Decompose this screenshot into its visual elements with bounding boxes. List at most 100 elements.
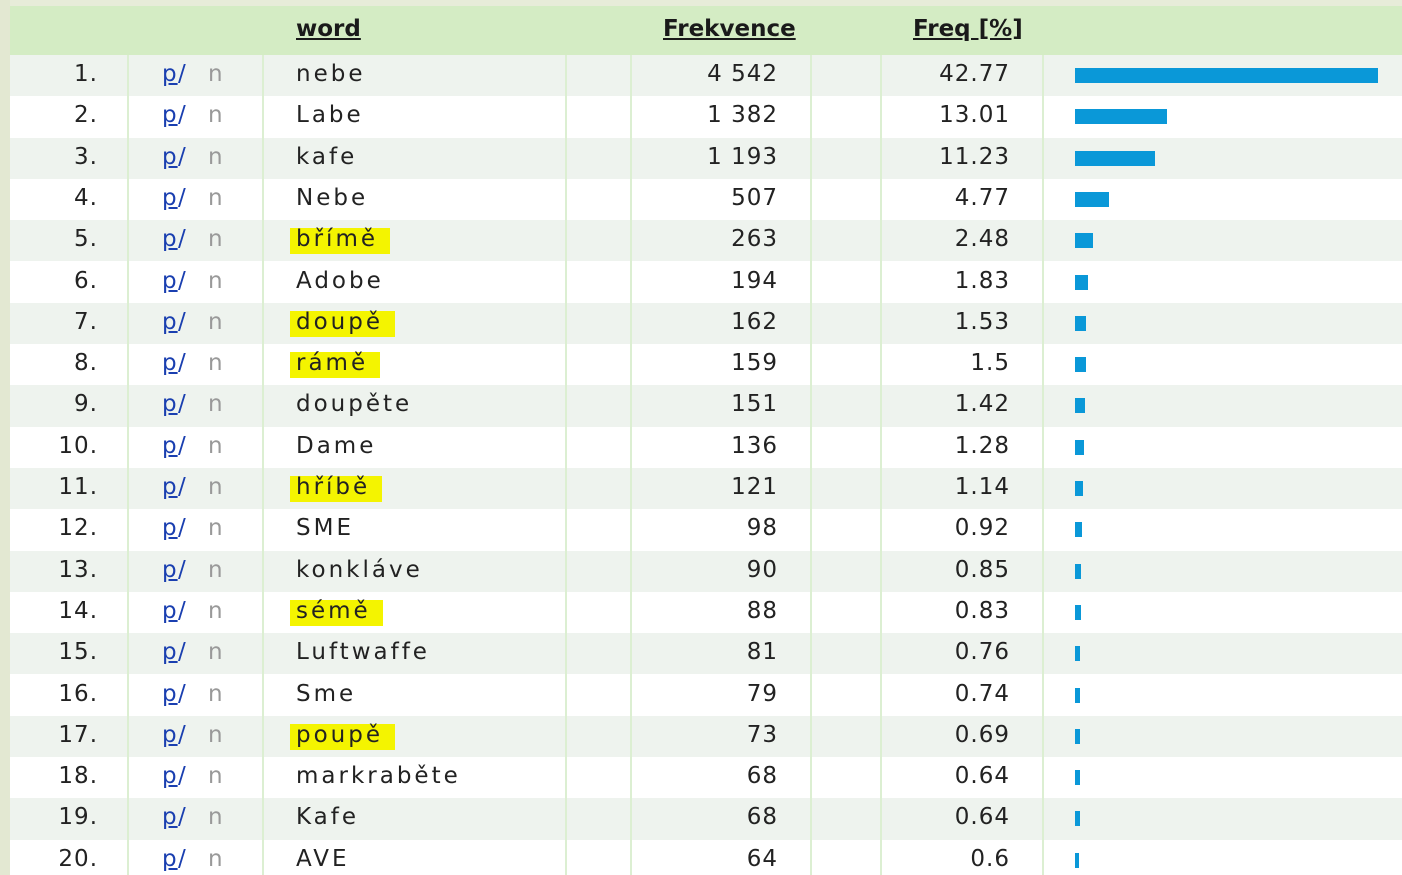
- frequency: 1 193: [707, 143, 778, 170]
- link-p[interactable]: p: [162, 804, 178, 831]
- link-slash: /: [178, 102, 187, 129]
- link-p[interactable]: p: [162, 308, 178, 335]
- link-n[interactable]: n: [208, 721, 224, 748]
- column-header[interactable]: word: [296, 16, 361, 42]
- word: Sme: [296, 680, 357, 707]
- rank: 18.: [58, 763, 98, 790]
- link-n[interactable]: n: [208, 308, 224, 335]
- frequency: 194: [731, 267, 778, 294]
- frequency: 136: [731, 432, 778, 459]
- percent: 13.01: [939, 102, 1010, 129]
- highlight: [290, 352, 380, 379]
- freq-bar: [1075, 646, 1081, 662]
- link-n[interactable]: n: [208, 61, 224, 87]
- freq-bar: [1075, 191, 1109, 207]
- column-header[interactable]: Frekvence: [663, 16, 796, 42]
- rank: 1.: [74, 61, 98, 87]
- link-n[interactable]: n: [208, 680, 224, 707]
- frequency: 1 382: [707, 102, 778, 129]
- link-n[interactable]: n: [208, 350, 224, 377]
- link-n[interactable]: n: [208, 597, 224, 624]
- link-slash: /: [178, 515, 187, 542]
- word: rámě: [296, 350, 369, 377]
- link-p[interactable]: p: [162, 102, 178, 129]
- rank: 10.: [58, 432, 98, 459]
- link-n[interactable]: n: [208, 226, 224, 253]
- rank: 14.: [58, 597, 98, 624]
- link-p[interactable]: p: [162, 350, 178, 377]
- word: AVE: [296, 845, 350, 872]
- rank: 8.: [74, 350, 98, 377]
- percent: 1.5: [970, 350, 1010, 377]
- percent: 0.92: [954, 515, 1010, 542]
- freq-bar: [1075, 811, 1080, 827]
- link-p[interactable]: p: [162, 763, 178, 790]
- table-row: 10. p / n Dame 136 1.28: [10, 426, 1402, 468]
- link-p[interactable]: p: [162, 432, 178, 459]
- percent: 1.42: [954, 391, 1010, 418]
- link-n[interactable]: n: [208, 432, 224, 459]
- link-p[interactable]: p: [162, 680, 178, 707]
- percent: 2.48: [954, 226, 1010, 253]
- link-p[interactable]: p: [162, 474, 178, 500]
- link-slash: /: [178, 432, 187, 459]
- link-n[interactable]: n: [208, 639, 224, 666]
- link-slash: /: [178, 556, 187, 583]
- word: hříbě: [296, 474, 371, 500]
- link-p[interactable]: p: [162, 267, 178, 294]
- link-p[interactable]: p: [162, 556, 178, 583]
- link-p[interactable]: p: [162, 515, 178, 542]
- word: konkláve: [296, 556, 423, 583]
- word: břímě: [296, 226, 379, 253]
- word: poupě: [296, 721, 383, 748]
- rank: 2.: [74, 102, 98, 129]
- link-p[interactable]: p: [162, 845, 178, 872]
- link-n[interactable]: n: [208, 556, 224, 583]
- link-n[interactable]: n: [208, 515, 224, 542]
- frequency: 81: [746, 639, 778, 666]
- freq-bar: [1075, 109, 1168, 125]
- link-n[interactable]: n: [208, 184, 224, 211]
- link-slash: /: [178, 680, 187, 707]
- link-p[interactable]: p: [162, 391, 178, 418]
- link-n[interactable]: n: [208, 845, 224, 872]
- table-row: 13. p / n konkláve 90 0.85: [10, 550, 1402, 592]
- link-n[interactable]: n: [208, 804, 224, 831]
- link-n[interactable]: n: [208, 474, 224, 500]
- link-slash: /: [178, 61, 187, 87]
- link-n[interactable]: n: [208, 391, 224, 418]
- link-p[interactable]: p: [162, 597, 178, 624]
- rank: 20.: [58, 845, 98, 872]
- column-divider: [880, 55, 882, 875]
- frequency-table: word Frekvence Freq [%] 1. p / n nebe 4 542 42…: [10, 6, 1402, 875]
- freq-bar: [1075, 68, 1378, 83]
- column-header[interactable]: Freq [%]: [913, 16, 1023, 42]
- link-p[interactable]: p: [162, 184, 178, 211]
- link-n[interactable]: n: [208, 102, 224, 129]
- freq-bar: [1075, 150, 1155, 166]
- link-p[interactable]: p: [162, 639, 178, 666]
- word: nebe: [296, 61, 366, 87]
- header: word Frekvence Freq [%]: [10, 6, 1402, 55]
- link-p[interactable]: p: [162, 721, 178, 748]
- column-divider: [810, 55, 812, 875]
- rank: 12.: [58, 515, 98, 542]
- link-n[interactable]: n: [208, 267, 224, 294]
- highlight: [290, 723, 395, 750]
- table-row: 6. p / n Adobe 194 1.83: [10, 261, 1402, 303]
- link-p[interactable]: p: [162, 61, 178, 87]
- percent: 0.6: [970, 845, 1010, 872]
- frequency: 88: [746, 597, 778, 624]
- link-n[interactable]: n: [208, 763, 224, 790]
- link-n[interactable]: n: [208, 143, 224, 170]
- link-slash: /: [178, 845, 187, 872]
- link-p[interactable]: p: [162, 226, 178, 253]
- frequency: 162: [731, 308, 778, 335]
- link-slash: /: [178, 639, 187, 666]
- freq-bar: [1075, 522, 1082, 538]
- table-row: 5. p / n břímě 263 2.48: [10, 220, 1402, 262]
- column-divider: [565, 55, 567, 875]
- column-divider: [127, 55, 129, 875]
- rank: 6.: [74, 267, 98, 294]
- link-p[interactable]: p: [162, 143, 178, 170]
